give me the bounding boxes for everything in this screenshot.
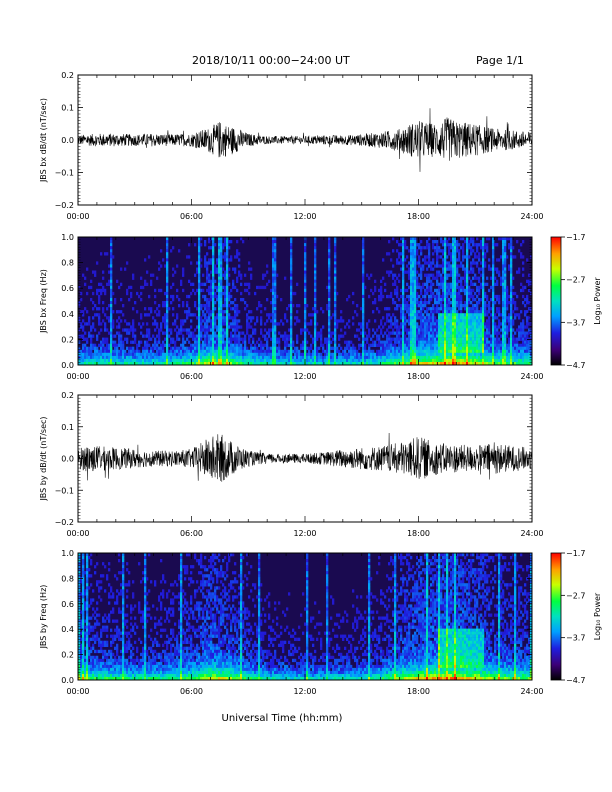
colorbar [550,552,562,681]
x-tick-label: 00:00 [66,687,89,696]
waveform-series [77,108,533,172]
y-tick-label: 0.6 [61,284,74,293]
x-tick-label: 00:00 [66,529,89,538]
heatmap-cells [78,553,533,681]
y-tick-label: −0.2 [55,201,74,210]
x-tick-label: 18:00 [407,529,430,538]
y-tick-label: 0.2 [61,391,74,400]
colorbar-label: Log₁₀ Power [593,592,602,640]
y-axis-label: JBS by dB/dt (nT/sec) [39,416,48,501]
y-tick-label: 0.8 [61,259,74,268]
y-tick-label: 0.2 [61,651,74,660]
colorbar-tick-label: −1.7 [566,233,585,242]
panel-4: −1.7 −2.7 −3.7 −4.7 Log₁₀ Power 1.0 0.8 0.6 0.4 0… [39,549,602,696]
x-axis-label: Universal Time (hh:mm) [222,713,343,724]
colorbar-tick-label: −4.7 [566,676,585,685]
colorbar-tick-label: −3.7 [566,634,585,643]
x-tick-label: 24:00 [520,529,543,538]
y-tick-label: −0.1 [55,169,74,178]
y-tick-label: −0.2 [55,518,74,527]
y-tick-label: 0.6 [61,600,74,609]
page-number: Page 1/1 [476,54,524,67]
x-tick-label: 18:00 [407,212,430,221]
waveform-series [77,432,533,482]
x-tick-label: 06:00 [180,529,203,538]
x-tick-label: 24:00 [520,372,543,381]
panel-2: −1.7 −2.7 −3.7 −4.7 Log₁₀ Power 1.0 0.8 0.6 0.4 0… [39,233,602,381]
plot-title: 2018/10/11 00:00−24:00 UT [192,54,350,67]
y-tick-label: 0.0 [61,136,74,145]
y-axis-label: JBS bx Freq (Hz) [39,269,48,334]
colorbar-tick-label: −2.7 [566,276,585,285]
y-tick-label: 1.0 [61,549,74,558]
y-tick-label: 0.4 [61,310,74,319]
y-axis-label: JBS by Freq (Hz) [39,585,48,650]
x-tick-label: 18:00 [407,687,430,696]
x-tick-label: 06:00 [180,687,203,696]
y-tick-label: 0.4 [61,625,74,634]
heatmap-cells [78,237,533,366]
x-tick-label: 12:00 [293,372,316,381]
y-tick-label: 0.1 [61,104,74,113]
panel-1: 0.2 0.1 0.0 −0.1 −0.2 00:00 06:00 12:00 18:00 24:… [39,71,544,221]
colorbar [550,236,562,366]
colorbar-tick-label: −3.7 [566,318,585,327]
y-tick-label: 0.2 [61,335,74,344]
panel-3: 0.2 0.1 0.0 −0.1 −0.2 00:00 06:00 12:00 18:00 24:… [39,391,544,538]
y-tick-label: 0.1 [61,423,74,432]
y-tick-label: 1.0 [61,233,74,242]
y-axis-label: JBS bx dB/dt (nT/sec) [39,98,48,183]
x-tick-label: 00:00 [66,372,89,381]
x-tick-label: 24:00 [520,687,543,696]
colorbar-tick-label: −1.7 [566,549,585,558]
x-tick-label: 12:00 [293,687,316,696]
y-tick-label: 0.2 [61,71,74,80]
x-tick-label: 18:00 [407,372,430,381]
x-tick-label: 24:00 [520,212,543,221]
y-tick-label: 0.8 [61,574,74,583]
x-tick-label: 06:00 [180,372,203,381]
y-tick-label: −0.1 [55,486,74,495]
y-tick-label: 0.0 [61,361,74,370]
x-tick-label: 06:00 [180,212,203,221]
x-tick-label: 12:00 [293,529,316,538]
x-tick-label: 12:00 [293,212,316,221]
colorbar-tick-label: −4.7 [566,361,585,370]
y-tick-label: 0.0 [61,676,74,685]
y-tick-label: 0.0 [61,455,74,464]
colorbar-tick-label: −2.7 [566,591,585,600]
x-tick-label: 00:00 [66,212,89,221]
colorbar-label: Log₁₀ Power [593,277,602,325]
